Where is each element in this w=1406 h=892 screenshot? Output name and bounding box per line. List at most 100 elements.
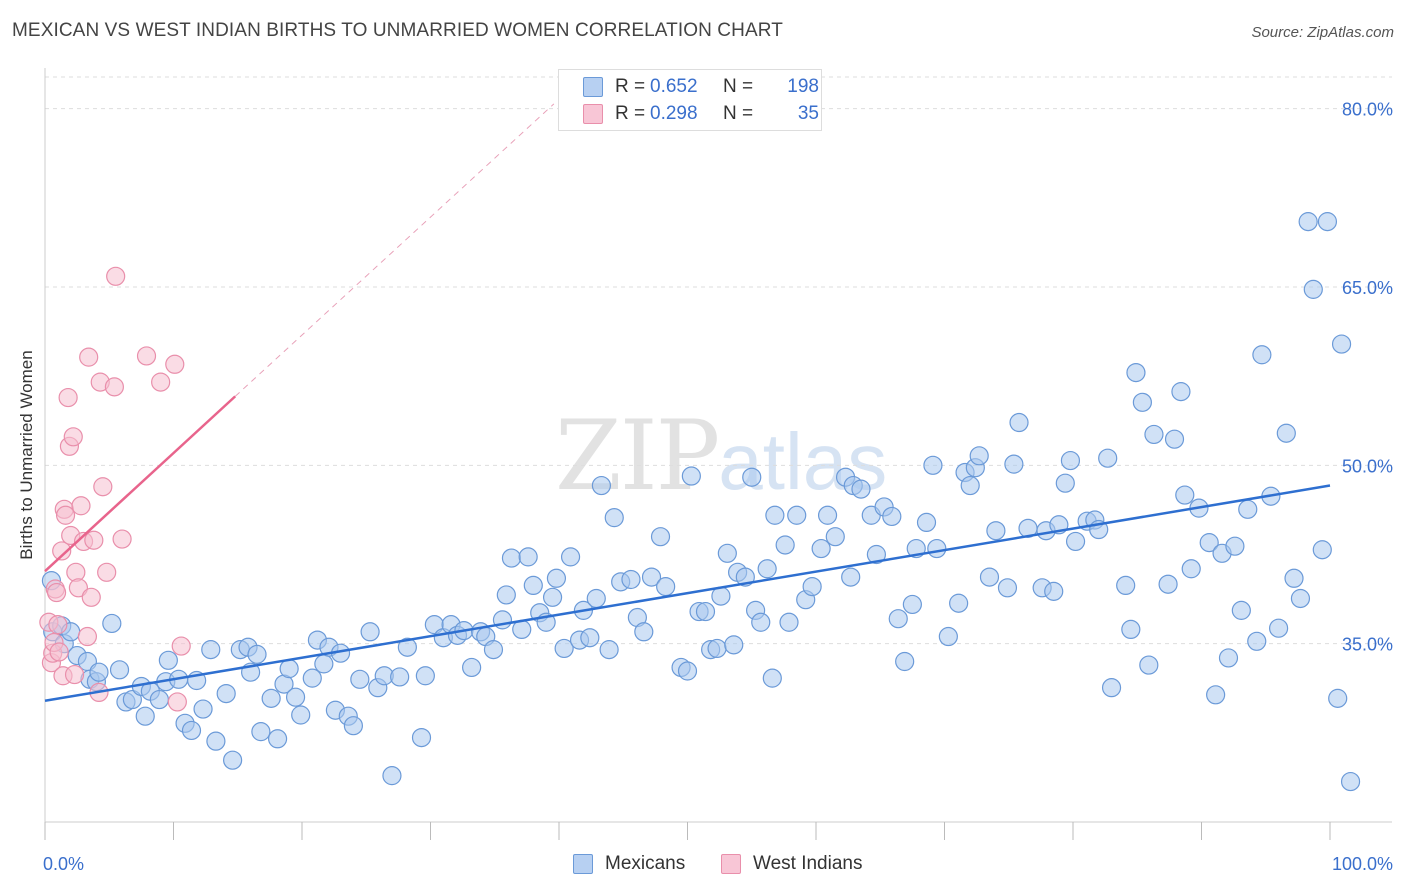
mexicans-point — [882, 506, 902, 527]
mexicans-point — [109, 660, 130, 680]
mexicans-point — [802, 576, 822, 597]
mexicans-point — [291, 705, 311, 725]
mexicans-point — [1144, 424, 1164, 445]
mexicans-point — [1238, 499, 1258, 519]
mexicans-point — [223, 750, 243, 770]
mexicans-point — [1303, 279, 1323, 299]
mexicans-point — [1116, 575, 1136, 596]
mexicans-point — [554, 638, 574, 659]
mexicans-point — [997, 578, 1018, 598]
mexicans-trend-line — [44, 484, 1331, 702]
y-tick-label: 80.0% — [1342, 100, 1393, 120]
mexicans-point — [1268, 618, 1289, 638]
mexicans-point — [89, 662, 109, 682]
mexicans-point — [1139, 655, 1159, 675]
x-tick-label: 0.0% — [43, 854, 84, 874]
west-indians-trend-extension — [234, 103, 555, 397]
west-indians-point — [77, 626, 98, 647]
bottom-legend-label: Mexicans — [605, 853, 686, 874]
mexicans-point — [411, 727, 432, 748]
mexicans-point — [1340, 771, 1361, 792]
mexicans-point — [216, 683, 236, 704]
mexicans-point — [343, 716, 363, 736]
mexicans-point — [542, 587, 563, 607]
mexicans-point — [779, 612, 799, 632]
mexicans-point — [851, 479, 871, 499]
mexicans-point — [724, 635, 744, 655]
mexicans-point — [261, 688, 281, 708]
west-indians-point — [55, 505, 76, 525]
chart-title: MEXICAN VS WEST INDIAN BIRTHS TO UNMARRI… — [12, 20, 783, 41]
mexicans-point — [1101, 678, 1122, 698]
mexicans-point — [1009, 412, 1029, 433]
mexicans-point — [923, 455, 943, 475]
legend-r-label: R = — [615, 103, 646, 124]
mexicans-point — [1181, 559, 1201, 579]
mexicans-point — [285, 687, 306, 707]
watermark-zip: ZIP — [555, 400, 720, 512]
mexicans-point — [762, 668, 782, 688]
mexicans-point — [546, 568, 567, 588]
west-indians-point — [58, 387, 78, 408]
mexicans-point — [1247, 631, 1267, 651]
mexicans-point — [1276, 423, 1296, 443]
west-indians-point — [79, 347, 99, 367]
mexicans-point — [650, 527, 671, 547]
mexicans-point — [314, 654, 334, 674]
mexicans-point — [1317, 212, 1338, 232]
mexicans-point — [979, 567, 1000, 587]
mexicans-point — [523, 575, 543, 596]
mexicans-point — [382, 766, 402, 786]
mexicans-point — [634, 622, 654, 642]
mexicans-point — [496, 585, 516, 605]
mexicans-point — [135, 706, 155, 726]
y-tick-label: 50.0% — [1342, 456, 1393, 476]
mexicans-point — [397, 637, 417, 657]
mexicans-point — [1158, 574, 1178, 594]
mexicans-point — [765, 505, 785, 525]
mexicans-point — [1055, 473, 1075, 493]
west-indians-point — [104, 377, 124, 397]
mexicans-point — [817, 505, 838, 525]
mexicans-point — [1065, 531, 1086, 552]
mexicans-point — [599, 640, 619, 660]
mexicans-point — [1231, 600, 1251, 620]
legend-r-value: 0.298 — [650, 103, 698, 124]
mexicans-point — [1164, 429, 1185, 449]
mexicans-point — [149, 689, 169, 710]
legend-r-label: R = — [615, 76, 646, 97]
mexicans-point — [279, 659, 299, 679]
west-indians-point — [97, 562, 117, 582]
mexicans-point — [1171, 382, 1191, 402]
west-indians-point — [84, 530, 104, 550]
mexicans-point — [350, 669, 370, 689]
mexicans-point — [1298, 212, 1318, 232]
mexicans-point — [1328, 688, 1348, 708]
mexicans-point — [390, 667, 410, 687]
mexicans-point — [986, 521, 1006, 541]
west-indians-point — [106, 266, 126, 286]
mexicans-point — [580, 628, 600, 648]
mexicans-point — [927, 538, 947, 559]
mexicans-point — [1284, 568, 1304, 588]
west-indians-point — [167, 692, 187, 712]
mexicans-point — [251, 722, 271, 742]
mexicans-point — [1175, 485, 1195, 505]
mexicans-point — [1252, 345, 1272, 365]
mexicans-point — [938, 626, 958, 647]
west-indians-point — [63, 427, 83, 447]
mexicans-point — [960, 475, 980, 496]
mexicans-point — [201, 640, 221, 660]
legend-n-label: N = — [723, 76, 754, 97]
west-indians-point — [49, 642, 69, 662]
mexicans-point — [102, 613, 122, 634]
correlation-legend: R = 0.652 N = 198 R = 0.298 N = 35 — [558, 69, 822, 131]
legend-r-value: 0.652 — [650, 76, 698, 97]
mexicans-point — [1331, 334, 1352, 354]
mexicans-point — [1004, 454, 1024, 474]
west-indians-point — [64, 664, 85, 685]
legend-swatch-pink — [583, 104, 603, 124]
mexicans-point — [1290, 588, 1311, 609]
mexicans-point — [462, 657, 482, 678]
zipatlas-watermark: ZIPatlas — [555, 400, 887, 512]
